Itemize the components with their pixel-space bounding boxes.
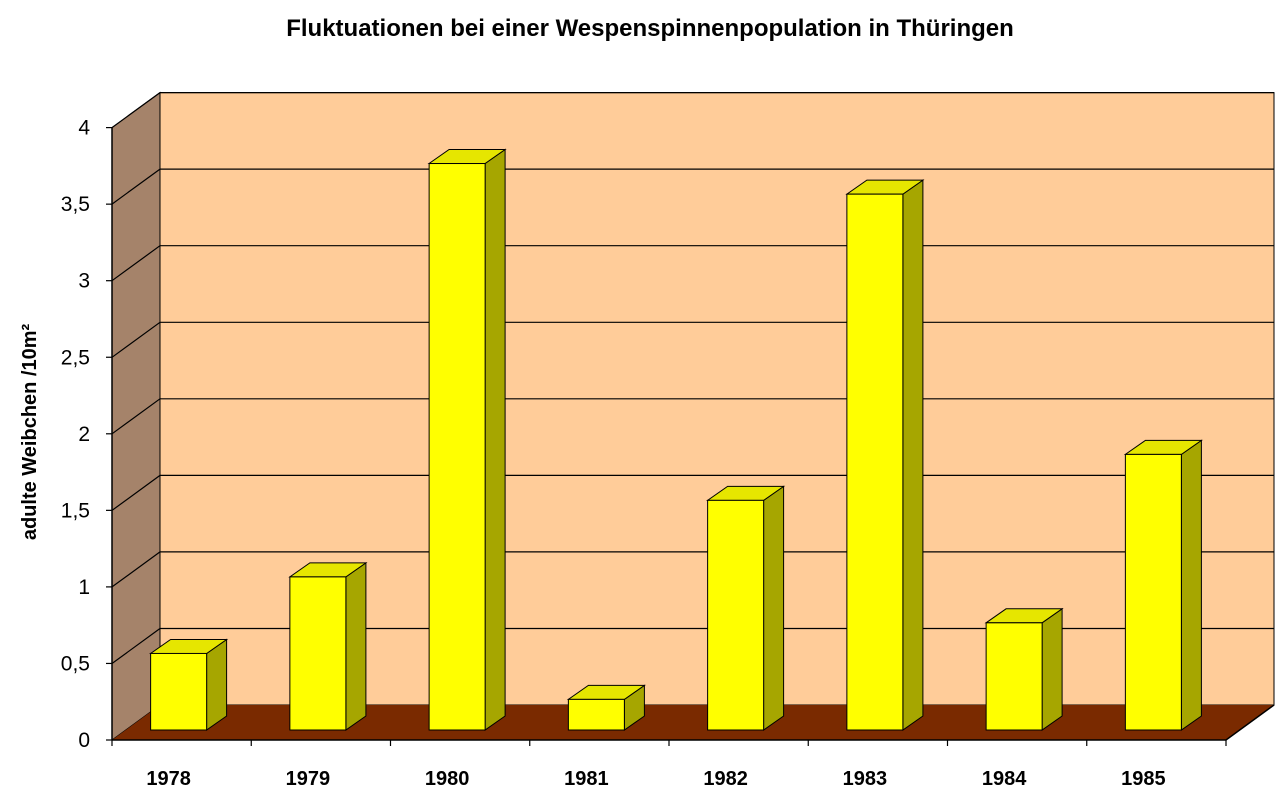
x-tick-label: 1985 — [1121, 768, 1166, 790]
bar-1981 — [566, 684, 646, 731]
bar-front — [567, 698, 625, 731]
bar-1980 — [427, 148, 507, 731]
bar-side — [484, 148, 506, 731]
x-tick-label: 1978 — [146, 768, 191, 790]
bar-1983 — [845, 179, 925, 731]
bar-front — [707, 499, 765, 731]
y-axis-ticks: 0 0,5 1 1,5 2 2,5 3 3,5 4 — [61, 117, 112, 752]
x-tick-label: 1982 — [703, 768, 748, 790]
bar-side — [763, 485, 785, 731]
y-tick-label: 1,5 — [61, 499, 90, 522]
bar-side — [1041, 607, 1063, 731]
x-axis-ticks: 1978 1979 1980 1981 1982 1983 1984 1985 — [111, 740, 1227, 790]
x-tick-label: 1981 — [564, 768, 609, 790]
bar-1978 — [149, 638, 229, 731]
bar-side — [902, 179, 924, 731]
x-tick-label: 1979 — [286, 768, 331, 790]
y-tick-label: 3 — [78, 270, 90, 293]
y-tick-label: 3,5 — [61, 193, 90, 216]
bar-front — [846, 193, 904, 731]
chart-title: Fluktuationen bei einer Wespenspinnenpop… — [286, 15, 1014, 42]
bar-1982 — [706, 485, 786, 731]
y-tick-label: 2,5 — [61, 346, 90, 369]
bar-front — [150, 652, 208, 731]
bar-side — [1180, 439, 1202, 731]
bar-front — [985, 622, 1043, 731]
floor — [112, 705, 1274, 740]
x-tick-label: 1983 — [843, 768, 888, 790]
bar-front — [1124, 453, 1182, 731]
bar-side — [345, 561, 367, 731]
x-tick-label: 1984 — [982, 768, 1027, 790]
y-axis-label: adulte Weibchen /10m² — [19, 323, 41, 540]
bar-front — [428, 163, 486, 731]
y-tick-label: 4 — [78, 117, 90, 140]
gridline — [111, 91, 1274, 129]
y-tick-label: 0 — [78, 729, 90, 752]
x-tick-label: 1980 — [425, 768, 470, 790]
bar-1979 — [288, 561, 368, 731]
bar-side — [206, 638, 228, 731]
bars — [149, 148, 1203, 731]
bar-1985 — [1123, 439, 1203, 731]
y-tick-label: 1 — [78, 576, 90, 599]
bar-1984 — [984, 607, 1064, 731]
bar-front — [289, 576, 347, 731]
y-tick-label: 2 — [78, 423, 90, 446]
gridline — [111, 168, 1274, 205]
plot-walls — [111, 91, 1275, 741]
y-tick-label: 0,5 — [61, 652, 90, 675]
